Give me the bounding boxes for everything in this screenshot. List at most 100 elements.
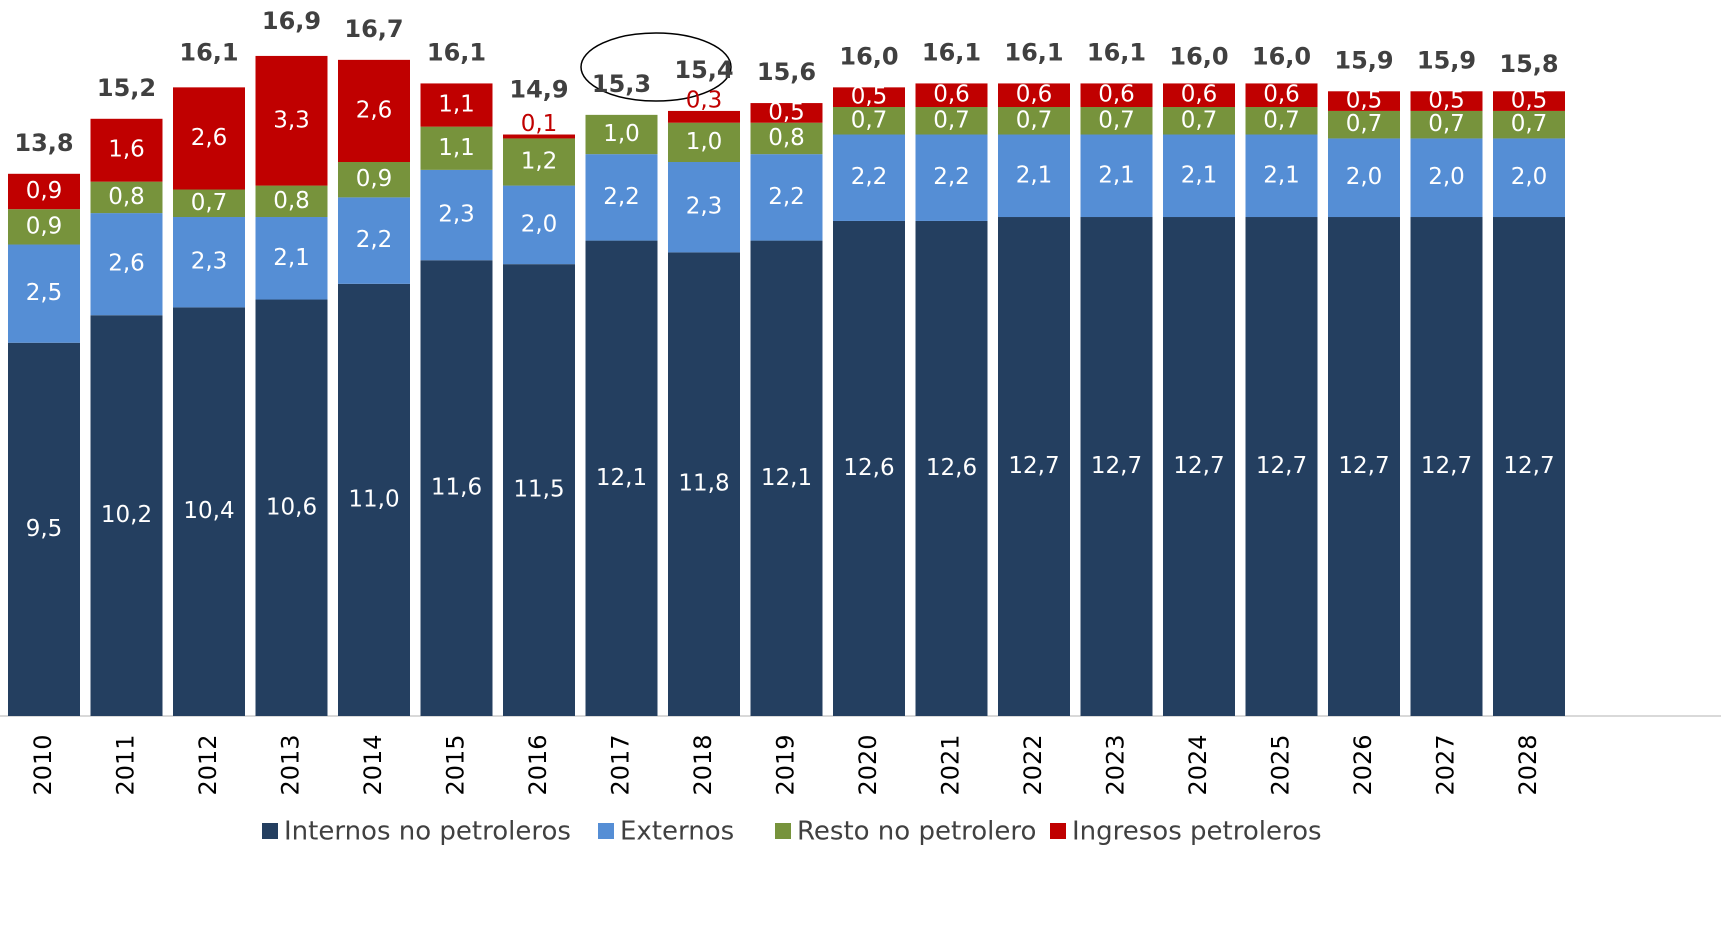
x-tick-label: 2023	[1102, 734, 1130, 795]
value-label: 11,5	[513, 477, 564, 503]
value-label: 2,2	[851, 164, 888, 190]
value-label: 0,7	[191, 190, 228, 216]
value-label: 1,0	[603, 121, 640, 147]
total-label: 16,1	[922, 38, 981, 66]
value-label: 0,5	[1428, 88, 1465, 114]
bar-segment	[668, 162, 740, 253]
bar-segment	[338, 283, 410, 716]
value-label: 12,7	[1503, 453, 1554, 479]
bar-segment	[1493, 217, 1565, 716]
bar-segment	[1328, 91, 1400, 111]
legend-label: Resto no petrolero	[797, 817, 1036, 847]
bar-segment	[1410, 138, 1483, 218]
value-label: 0,3	[686, 87, 723, 113]
x-tick-label: 2026	[1349, 734, 1377, 795]
value-label: 2,3	[438, 202, 475, 228]
bar-segment	[668, 122, 740, 163]
value-label: 1,1	[438, 135, 475, 161]
x-tick-label: 2027	[1432, 734, 1460, 795]
x-tick-label: 2015	[442, 734, 470, 795]
bar-segment	[1328, 217, 1400, 716]
bar-segment	[338, 197, 410, 284]
bar-segment	[1163, 217, 1235, 716]
bar-segment	[173, 87, 245, 190]
value-label: 2,1	[273, 245, 310, 271]
bar-segment	[1410, 217, 1483, 716]
value-label: 10,4	[183, 498, 234, 524]
value-label: 2,5	[26, 280, 63, 306]
value-label: 10,2	[101, 502, 152, 528]
legend-label: Internos no petroleros	[284, 817, 571, 847]
bar-segment	[1328, 110, 1400, 139]
total-label: 15,6	[757, 58, 816, 86]
bar-segment	[8, 244, 80, 343]
bar-segment	[585, 114, 658, 155]
bar-segment	[668, 110, 740, 123]
value-label: 2,2	[356, 227, 393, 253]
bar-segment	[503, 185, 575, 265]
value-label: 0,7	[933, 107, 970, 133]
value-label: 0,5	[1346, 88, 1383, 114]
total-label: 16,0	[1169, 42, 1228, 70]
value-label: 0,5	[851, 84, 888, 110]
value-label: 2,1	[1181, 162, 1218, 188]
value-label: 2,2	[933, 164, 970, 190]
value-label: 0,6	[933, 82, 970, 108]
x-tick-label: 2019	[772, 734, 800, 795]
bar-segment	[8, 342, 80, 716]
bar-segment	[915, 134, 988, 221]
value-label: 2,6	[356, 97, 393, 123]
bar-segment	[1410, 91, 1483, 111]
legend-swatch	[262, 823, 278, 839]
bar-segment	[915, 107, 988, 135]
x-tick-label: 2024	[1184, 734, 1212, 795]
bar-segment	[1328, 138, 1400, 218]
bar-segment	[750, 154, 823, 241]
x-tick-label: 2018	[689, 734, 717, 795]
x-tick-label: 2021	[937, 734, 965, 795]
x-tick-label: 2011	[112, 734, 140, 795]
total-label: 14,9	[509, 76, 568, 104]
bar-segment	[750, 103, 823, 123]
bar-segment	[1163, 107, 1235, 135]
legend-swatch	[598, 823, 614, 839]
total-label: 15,9	[1417, 46, 1476, 74]
bar-segment	[420, 126, 493, 170]
bar-segment	[1080, 134, 1153, 218]
bar-segment	[1080, 217, 1153, 716]
bar-segment	[1245, 134, 1318, 218]
bar-segment	[750, 122, 823, 155]
bar-segment	[1410, 110, 1483, 139]
value-label: 0,7	[1346, 111, 1383, 137]
value-label: 0,8	[273, 188, 310, 214]
bar-segment	[1080, 83, 1153, 108]
x-tick-label: 2010	[29, 734, 57, 795]
bar-segment	[1493, 138, 1565, 218]
value-label: 1,2	[521, 149, 558, 175]
value-label: 0,6	[1098, 82, 1135, 108]
value-label: 0,5	[768, 99, 805, 125]
legend-label: Externos	[620, 817, 734, 847]
value-label: 2,2	[603, 184, 640, 210]
highlight-ellipse	[580, 32, 732, 102]
bar-segment	[833, 220, 905, 716]
value-label: 0,7	[1181, 107, 1218, 133]
bar-segment	[503, 138, 575, 186]
value-label: 0,9	[356, 166, 393, 192]
bar-segment	[255, 299, 328, 716]
x-tick-label: 2022	[1019, 734, 1047, 795]
value-label: 1,1	[438, 92, 475, 118]
total-label: 13,8	[14, 129, 73, 157]
value-label: 0,7	[1016, 107, 1053, 133]
bar-segment	[585, 154, 658, 241]
bar-segment	[915, 83, 988, 108]
value-label: 2,2	[768, 184, 805, 210]
total-label: 16,1	[1087, 38, 1146, 66]
bar-segment	[1163, 134, 1235, 218]
total-label: 16,0	[1252, 42, 1311, 70]
value-label: 0,7	[851, 107, 888, 133]
value-label: 12,7	[1091, 453, 1142, 479]
bar-segment	[998, 134, 1070, 218]
value-label: 0,7	[1511, 111, 1548, 137]
value-label: 2,1	[1263, 162, 1300, 188]
